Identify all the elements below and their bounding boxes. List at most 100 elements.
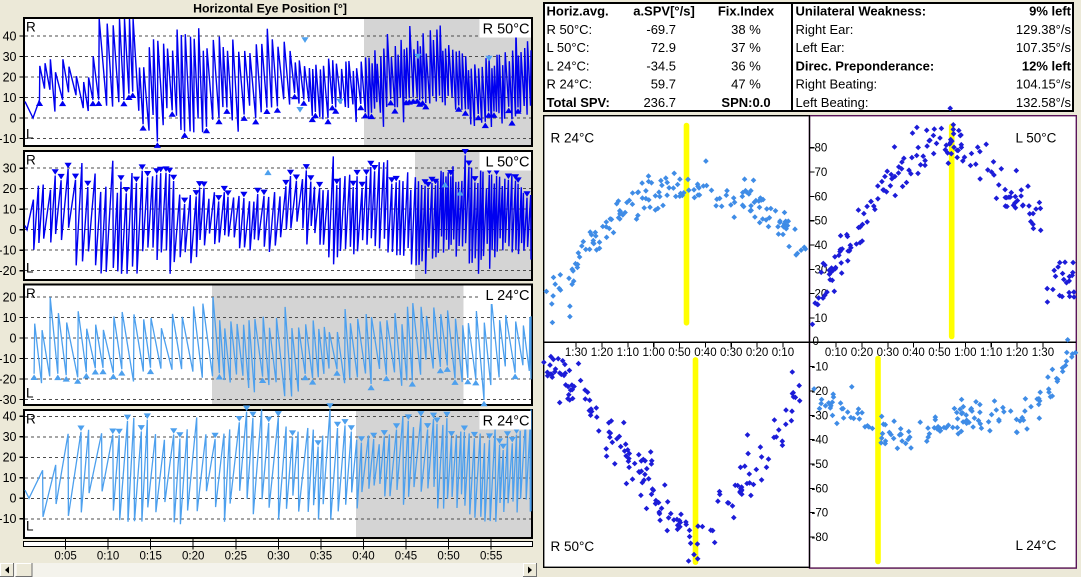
- svg-text:47 %: 47 %: [731, 77, 761, 92]
- svg-text:10: 10: [3, 91, 17, 105]
- svg-text:38 %: 38 %: [731, 22, 761, 37]
- svg-text:0:50: 0:50: [928, 347, 950, 359]
- svg-text:R: R: [26, 153, 36, 168]
- svg-text:0:25: 0:25: [225, 551, 247, 563]
- svg-text:0: 0: [10, 331, 17, 345]
- svg-text:107.35°/s: 107.35°/s: [1016, 40, 1072, 55]
- svg-text:1:30: 1:30: [565, 347, 587, 359]
- svg-text:1:20: 1:20: [591, 347, 613, 359]
- svg-text:Right Beating:: Right Beating:: [796, 77, 878, 92]
- svg-text:0:30: 0:30: [720, 347, 742, 359]
- svg-text:Fix.Index: Fix.Index: [718, 4, 775, 19]
- svg-text:L: L: [26, 261, 34, 276]
- svg-text:0:30: 0:30: [267, 551, 289, 563]
- svg-text:R: R: [26, 412, 36, 427]
- svg-text:0:40: 0:40: [694, 347, 716, 359]
- svg-text:L 24°C: L 24°C: [486, 288, 530, 304]
- svg-text:L 50°C:: L 50°C:: [547, 40, 590, 55]
- svg-text:1:00: 1:00: [954, 347, 976, 359]
- svg-text:0: 0: [10, 492, 17, 506]
- svg-text:L 24°C:: L 24°C:: [547, 58, 590, 73]
- svg-text:70: 70: [815, 167, 828, 179]
- svg-text:10: 10: [3, 471, 17, 485]
- svg-text:20: 20: [3, 451, 17, 465]
- svg-text:30: 30: [3, 50, 17, 64]
- svg-text:R: R: [26, 286, 36, 301]
- svg-text:20: 20: [3, 290, 17, 304]
- svg-text:0:20: 0:20: [746, 347, 768, 359]
- svg-text:104.15°/s: 104.15°/s: [1016, 77, 1072, 92]
- svg-text:0:50: 0:50: [668, 347, 690, 359]
- svg-text:R 50°C:: R 50°C:: [547, 22, 593, 37]
- svg-text:-10: -10: [0, 132, 17, 146]
- svg-text:-20: -20: [0, 372, 17, 386]
- svg-text:0:10: 0:10: [772, 347, 794, 359]
- svg-text:9% left: 9% left: [1029, 4, 1072, 19]
- svg-text:Right Ear:: Right Ear:: [796, 22, 854, 37]
- svg-text:0:15: 0:15: [140, 551, 162, 563]
- svg-text:1:00: 1:00: [643, 347, 665, 359]
- svg-text:L 50°C: L 50°C: [486, 155, 530, 171]
- svg-text:0:20: 0:20: [182, 551, 204, 563]
- svg-text:-50: -50: [812, 459, 829, 471]
- svg-text:-10: -10: [0, 244, 17, 258]
- svg-text:0:35: 0:35: [310, 551, 332, 563]
- svg-text:50: 50: [815, 216, 828, 228]
- svg-text:-34.5: -34.5: [646, 58, 676, 73]
- svg-text:0:40: 0:40: [352, 551, 374, 563]
- svg-text:-10: -10: [0, 352, 17, 366]
- svg-text:Left Ear:: Left Ear:: [796, 40, 845, 55]
- svg-text:0:40: 0:40: [902, 347, 924, 359]
- svg-text:20: 20: [3, 182, 17, 196]
- svg-text:1:20: 1:20: [1006, 347, 1028, 359]
- svg-text:0:05: 0:05: [54, 551, 76, 563]
- svg-text:-20: -20: [0, 264, 17, 278]
- svg-text:R 50°C: R 50°C: [483, 22, 530, 38]
- svg-text:0:55: 0:55: [480, 551, 502, 563]
- svg-text:80: 80: [815, 143, 828, 155]
- svg-text:SPN:0.0: SPN:0.0: [721, 95, 770, 110]
- svg-text:R 24°C: R 24°C: [483, 414, 530, 430]
- svg-text:L: L: [26, 127, 34, 142]
- svg-text:1:10: 1:10: [617, 347, 639, 359]
- svg-text:Total SPV:: Total SPV:: [547, 95, 610, 110]
- svg-text:20: 20: [3, 70, 17, 84]
- svg-text:40: 40: [3, 410, 17, 424]
- svg-text:0:30: 0:30: [877, 347, 899, 359]
- svg-text:-70: -70: [812, 508, 829, 520]
- svg-text:L 24°C: L 24°C: [1016, 538, 1057, 553]
- svg-text:a.SPV[°/s]: a.SPV[°/s]: [633, 4, 695, 19]
- svg-text:L 50°C: L 50°C: [1016, 131, 1057, 146]
- svg-text:236.7: 236.7: [643, 95, 676, 110]
- svg-text:Horiz.avg.: Horiz.avg.: [547, 4, 609, 19]
- svg-text:36 %: 36 %: [731, 58, 761, 73]
- svg-text:1:30: 1:30: [1032, 347, 1054, 359]
- svg-text:59.7: 59.7: [651, 77, 676, 92]
- svg-text:72.9: 72.9: [651, 40, 676, 55]
- svg-text:R 24°C: R 24°C: [551, 131, 595, 146]
- svg-text:Horizontal Eye Position [°]: Horizontal Eye Position [°]: [193, 2, 347, 16]
- svg-text:R 50°C: R 50°C: [551, 539, 595, 554]
- svg-text:0:20: 0:20: [851, 347, 873, 359]
- svg-text:-30: -30: [812, 410, 829, 422]
- svg-text:R: R: [26, 20, 36, 35]
- svg-text:0: 0: [10, 111, 17, 125]
- svg-text:-30: -30: [0, 393, 17, 407]
- svg-text:L: L: [26, 386, 34, 401]
- svg-text:30: 30: [3, 430, 17, 444]
- svg-text:L: L: [26, 519, 34, 534]
- svg-text:-69.7: -69.7: [646, 22, 676, 37]
- svg-text:60: 60: [815, 191, 828, 203]
- svg-text:1:10: 1:10: [980, 347, 1002, 359]
- svg-text:Direc. Preponderance:: Direc. Preponderance:: [796, 58, 935, 73]
- svg-text:-60: -60: [812, 483, 829, 495]
- svg-text:37 %: 37 %: [731, 40, 761, 55]
- svg-text:40: 40: [815, 240, 828, 252]
- svg-text:0: 0: [813, 336, 819, 348]
- svg-text:-10: -10: [812, 362, 829, 374]
- svg-text:0:50: 0:50: [437, 551, 459, 563]
- svg-text:Left Beating:: Left Beating:: [796, 95, 869, 110]
- svg-text:129.38°/s: 129.38°/s: [1016, 22, 1072, 37]
- svg-text:12% left: 12% left: [1022, 58, 1072, 73]
- svg-text:Unilateral Weakness:: Unilateral Weakness:: [796, 4, 927, 19]
